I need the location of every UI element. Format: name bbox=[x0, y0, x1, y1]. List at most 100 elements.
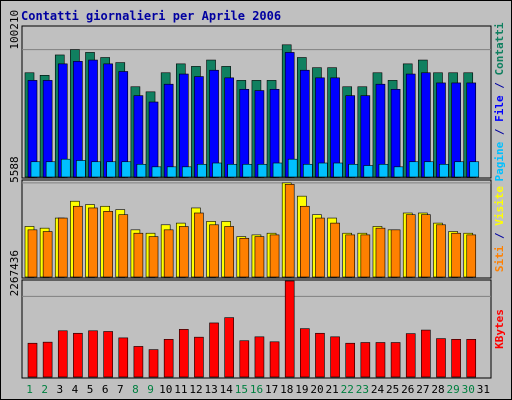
bar-file-19 bbox=[300, 69, 310, 178]
bar-kbytes-28 bbox=[436, 338, 446, 378]
bar-siti-16 bbox=[254, 236, 265, 278]
bar-siti-28 bbox=[436, 224, 446, 278]
bar-siti-1 bbox=[27, 229, 38, 278]
x-tick-label: 2 bbox=[41, 383, 48, 396]
bar-pagine-16 bbox=[257, 163, 268, 178]
bar-siti-19 bbox=[300, 205, 310, 278]
bar-pagine-25 bbox=[393, 166, 404, 178]
bar-kbytes-19 bbox=[300, 328, 310, 378]
bar-pagine-14 bbox=[227, 163, 237, 178]
x-axis-labels: 1 2 3 4 5 6 7 8 9 10 11 12 13 14 15 16 17 18 19 20 21 22 23 24 2… bbox=[26, 383, 490, 396]
bar-pagine-18 bbox=[287, 158, 298, 178]
bar-kbytes-24 bbox=[375, 342, 386, 378]
bar-kbytes-30 bbox=[466, 339, 477, 378]
bar-file-21 bbox=[330, 77, 340, 178]
bar-pagine-30 bbox=[469, 161, 480, 178]
y-max-label: 100210 bbox=[8, 10, 21, 50]
x-tick-label: 21 bbox=[326, 383, 339, 396]
bar-siti-30 bbox=[466, 234, 477, 278]
x-tick-label: 7 bbox=[117, 383, 124, 396]
bar-pagine-2 bbox=[45, 161, 56, 178]
y-max-label: 5588 bbox=[8, 156, 21, 183]
y-max-label: 2267436 bbox=[8, 250, 21, 296]
bar-pagine-19 bbox=[303, 163, 313, 178]
bar-pagine-17 bbox=[272, 162, 283, 178]
bar-pagine-5 bbox=[91, 161, 101, 178]
x-tick-label: 4 bbox=[72, 383, 79, 396]
bar-kbytes-7 bbox=[118, 337, 129, 378]
bar-kbytes-2 bbox=[42, 341, 53, 378]
bar-siti-8 bbox=[133, 232, 144, 278]
x-tick-label: 17 bbox=[265, 383, 278, 396]
bar-siti-15 bbox=[239, 237, 250, 278]
bar-pagine-23 bbox=[363, 165, 374, 178]
x-tick-label: 11 bbox=[174, 383, 187, 396]
bar-kbytes-15 bbox=[239, 340, 250, 378]
bar-siti-20 bbox=[315, 217, 325, 278]
x-tick-label: 10 bbox=[159, 383, 172, 396]
x-tick-label: 19 bbox=[295, 383, 308, 396]
x-tick-label: 30 bbox=[462, 383, 475, 396]
bar-file-24 bbox=[375, 83, 386, 178]
bar-kbytes-29 bbox=[451, 339, 461, 378]
bar-siti-4 bbox=[73, 205, 83, 278]
panel-legend-kbytes: KBytes bbox=[493, 309, 506, 349]
bar-pagine-15 bbox=[242, 163, 253, 178]
x-tick-label: 26 bbox=[401, 383, 414, 396]
bar-siti-7 bbox=[118, 214, 129, 278]
bar-kbytes-16 bbox=[254, 336, 265, 378]
x-tick-label: 9 bbox=[147, 383, 154, 396]
bar-kbytes-11 bbox=[178, 329, 189, 378]
bar-file-25 bbox=[390, 88, 401, 178]
bar-siti-29 bbox=[451, 232, 461, 278]
bar-pagine-10 bbox=[166, 166, 177, 178]
chart-panels: 100210 Pagine / File / Contatti 5588 Siti /… bbox=[8, 10, 506, 379]
legend-part: / bbox=[493, 122, 506, 142]
bar-pagine-8 bbox=[136, 163, 147, 178]
bar-kbytes-23 bbox=[360, 342, 371, 378]
bar-pagine-26 bbox=[408, 161, 419, 178]
panel-visite: 5588 Siti / Visite bbox=[8, 156, 506, 279]
legend-part: / bbox=[493, 75, 506, 95]
x-tick-label: 5 bbox=[87, 383, 94, 396]
x-tick-label: 1 bbox=[26, 383, 33, 396]
bar-kbytes-3 bbox=[57, 330, 68, 378]
bar-kbytes-9 bbox=[148, 349, 159, 378]
bar-kbytes-10 bbox=[163, 339, 174, 378]
bar-pagine-9 bbox=[151, 166, 162, 178]
legend-part: File bbox=[493, 95, 506, 122]
bar-file-20 bbox=[315, 77, 325, 178]
bar-file-10 bbox=[163, 83, 174, 178]
x-tick-label: 12 bbox=[189, 383, 202, 396]
x-tick-label: 8 bbox=[132, 383, 139, 396]
bar-pagine-24 bbox=[378, 163, 389, 178]
bar-kbytes-17 bbox=[269, 341, 280, 378]
bar-pagine-12 bbox=[197, 163, 207, 178]
legend-part: Pagine bbox=[493, 141, 506, 181]
x-tick-label: 25 bbox=[386, 383, 399, 396]
bar-file-28 bbox=[436, 82, 446, 178]
bar-file-23 bbox=[360, 95, 371, 178]
bar-kbytes-25 bbox=[390, 342, 401, 378]
bar-pagine-22 bbox=[348, 163, 359, 178]
bar-file-6 bbox=[103, 63, 113, 178]
bar-siti-12 bbox=[194, 212, 204, 278]
bar-siti-13 bbox=[209, 224, 219, 278]
bar-pagine-3 bbox=[60, 158, 71, 178]
bar-siti-11 bbox=[178, 226, 189, 278]
bar-file-5 bbox=[88, 59, 98, 178]
bar-file-14 bbox=[224, 77, 234, 178]
panel-legend-visite: Siti / Visite bbox=[493, 186, 506, 272]
bar-file-15 bbox=[239, 88, 250, 178]
x-tick-label: 14 bbox=[220, 383, 234, 396]
bar-pagine-27 bbox=[424, 161, 434, 178]
bar-siti-26 bbox=[405, 214, 416, 278]
legend-part: / bbox=[493, 226, 506, 246]
bar-kbytes-13 bbox=[209, 322, 219, 378]
x-tick-label: 23 bbox=[356, 383, 369, 396]
bar-pagine-7 bbox=[121, 161, 132, 178]
bar-kbytes-12 bbox=[194, 336, 204, 378]
bar-siti-14 bbox=[224, 226, 234, 278]
bar-file-9 bbox=[148, 101, 159, 178]
